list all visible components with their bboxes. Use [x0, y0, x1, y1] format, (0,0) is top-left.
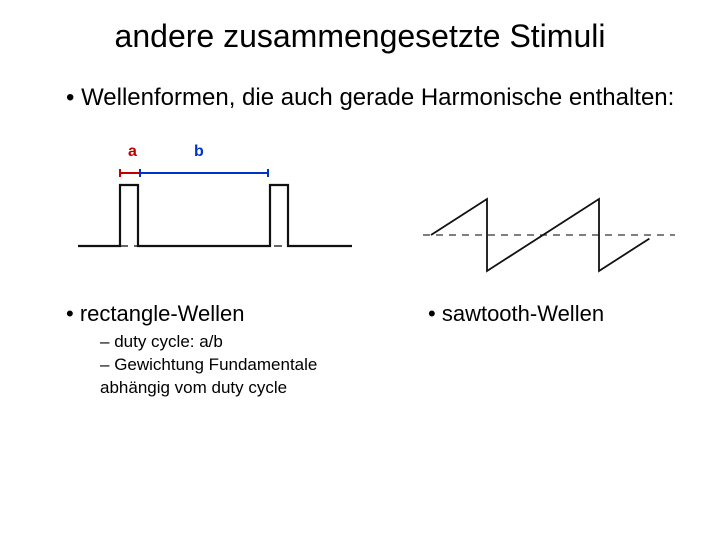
- page-title: andere zusammengesetzte Stimuli: [30, 18, 690, 55]
- caption-right: sawtooth-Wellen: [414, 301, 690, 327]
- caption-left-list: duty cycle: a/b Gewichtung Fundamentale …: [100, 331, 374, 400]
- sawtooth-wave-icon: [419, 179, 679, 279]
- ab-labels: a b: [128, 143, 379, 161]
- list-item: duty cycle: a/b: [100, 331, 374, 354]
- captions-row: rectangle-Wellen duty cycle: a/b Gewicht…: [30, 301, 690, 400]
- main-bullet: Wellenformen, die auch gerade Harmonisch…: [66, 83, 690, 113]
- rect-wave-icon: [70, 161, 360, 283]
- caption-right-title: sawtooth-Wellen: [428, 301, 690, 327]
- figure-rectangle: a b: [70, 143, 379, 283]
- list-item: Gewichtung Fundamentale abhängig vom dut…: [100, 354, 374, 400]
- caption-left-title: rectangle-Wellen: [66, 301, 374, 327]
- slide: andere zusammengesetzte Stimuli Wellenfo…: [0, 0, 720, 540]
- label-b: b: [194, 143, 204, 161]
- rect-wave-svg-container: [70, 161, 379, 283]
- caption-left: rectangle-Wellen duty cycle: a/b Gewicht…: [52, 301, 374, 400]
- label-a: a: [128, 143, 154, 161]
- figure-sawtooth: [419, 179, 690, 279]
- figures-row: a b: [30, 143, 690, 283]
